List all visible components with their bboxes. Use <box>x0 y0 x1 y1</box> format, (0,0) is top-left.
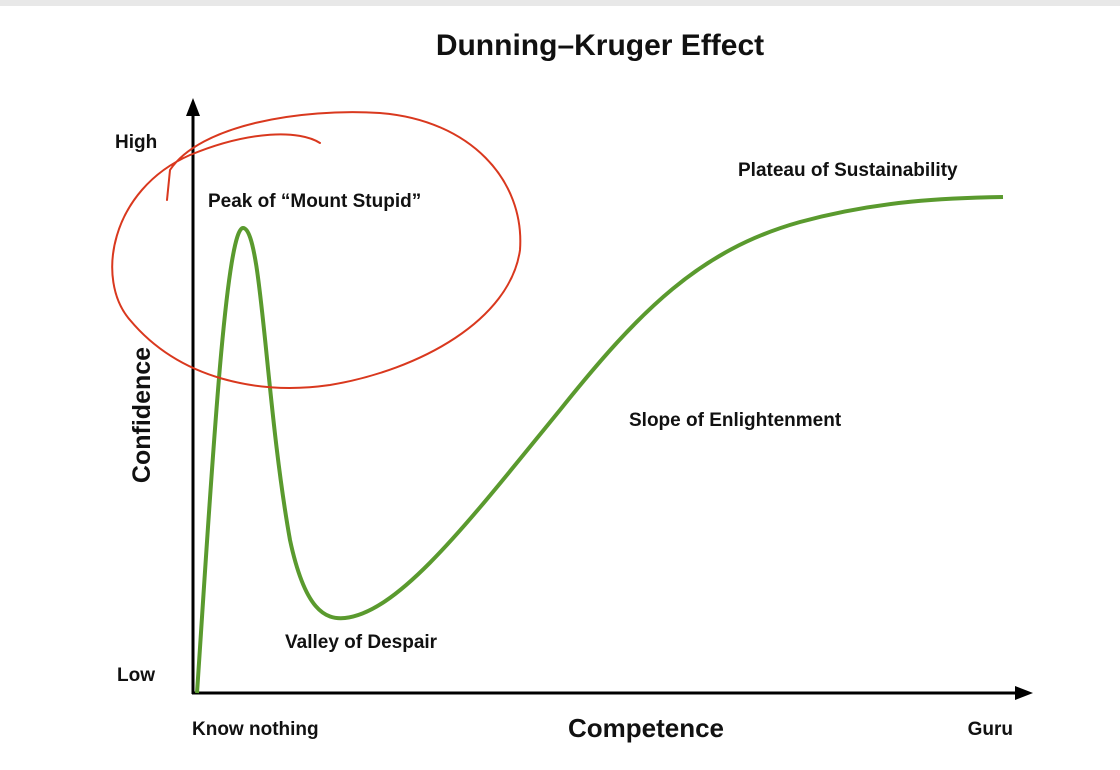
y-low-label: Low <box>117 665 155 686</box>
annotation: Peak of “Mount Stupid” <box>208 191 421 212</box>
y-axis-arrow <box>186 98 200 116</box>
x-axis-label: Competence <box>568 713 724 743</box>
x-end-label: Guru <box>968 719 1013 740</box>
curve <box>195 195 1004 694</box>
x-start-label: Know nothing <box>192 719 319 740</box>
x-axis-arrow <box>1015 686 1033 700</box>
y-axis-label: Confidence <box>128 347 156 483</box>
annotation: Valley of Despair <box>285 632 438 653</box>
annotation: Slope of Enlightenment <box>629 410 842 431</box>
y-high-label: High <box>115 132 157 153</box>
red-scribble <box>111 111 522 389</box>
title: Dunning–Kruger Effect <box>436 29 764 62</box>
annotation: Plateau of Sustainability <box>738 160 958 181</box>
top-border <box>0 0 1120 6</box>
